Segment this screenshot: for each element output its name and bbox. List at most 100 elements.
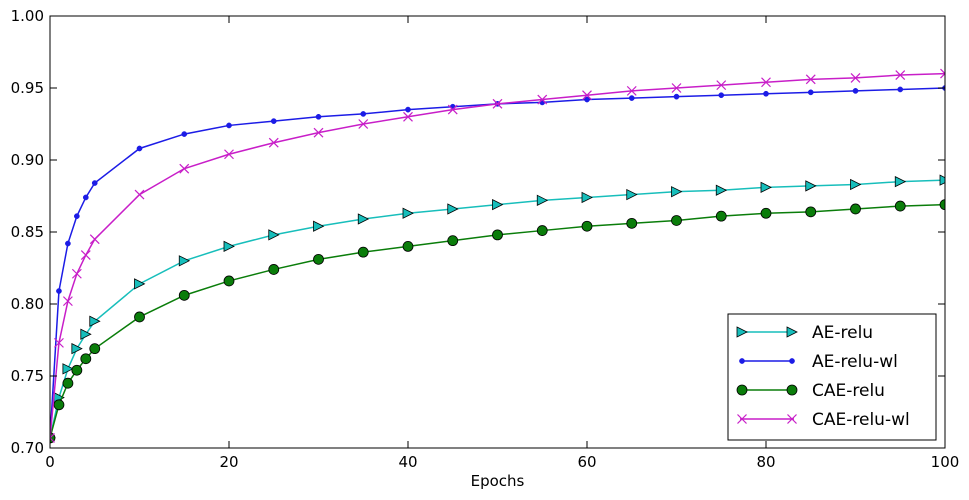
y-axis: 0.70 0.75 0.80 0.85 0.90 0.95 1.00 — [11, 7, 945, 457]
data-point-ae-relu — [894, 175, 907, 188]
data-point-cae-relu-wl — [54, 337, 64, 348]
data-point-cae-relu-wl-stroke — [805, 74, 816, 85]
data-point-cae-relu-wl-stroke — [761, 77, 771, 88]
legend-marker-ae-relu-wl — [739, 358, 745, 364]
x-tick-label: 60 — [577, 453, 596, 471]
legend-marker-cae-relu-wl — [787, 414, 797, 424]
data-point-cae-relu-wl — [761, 77, 771, 88]
data-point-ae-relu — [805, 180, 817, 192]
data-point-cae-relu-wl-stroke — [358, 119, 369, 129]
data-point-cae-relu-wl-stroke — [179, 163, 190, 174]
legend-label-ae-relu: AE-relu — [812, 323, 873, 343]
data-point-cae-relu — [223, 275, 235, 287]
data-point-cae-relu-wl — [940, 68, 945, 79]
data-point-cae-relu-wl — [80, 250, 91, 260]
data-point-ae-relu-wl — [270, 118, 277, 124]
data-point-cae-relu — [581, 220, 593, 232]
data-point-cae-relu-wl — [179, 163, 190, 174]
data-point-cae-relu — [89, 343, 101, 355]
x-tick-label: 20 — [219, 453, 238, 471]
data-point-ae-relu — [134, 278, 146, 290]
y-tick-label: 0.70 — [11, 439, 44, 457]
data-point-ae-relu — [536, 194, 549, 206]
legend-marker-ae-relu — [786, 326, 798, 338]
y-tick-label: 0.75 — [11, 367, 44, 385]
data-point-cae-relu-wl-stroke — [50, 437, 55, 443]
data-point-cae-relu — [805, 206, 817, 218]
data-point-cae-relu-wl — [447, 104, 458, 115]
data-point-cae-relu-wl-stroke — [895, 70, 906, 80]
data-point-cae-relu-wl — [582, 90, 592, 101]
data-point-cae-relu — [313, 253, 324, 265]
legend-marker-cae-relu — [736, 384, 748, 396]
data-point-cae-relu-wl-stroke — [80, 250, 91, 260]
data-point-cae-relu-wl — [313, 127, 324, 138]
data-point-cae-relu-wl-stroke — [582, 90, 592, 101]
data-point-cae-relu-wl — [805, 74, 816, 85]
plot-area — [50, 68, 945, 444]
legend-item-cae-relu: CAE-relu — [736, 381, 885, 401]
data-point-ae-relu — [62, 363, 74, 375]
data-point-ae-relu-wl — [852, 88, 859, 94]
data-point-cae-relu — [71, 364, 83, 376]
data-point-cae-relu — [447, 235, 459, 247]
data-point-ae-relu — [760, 181, 772, 194]
data-point-cae-relu-wl — [71, 268, 82, 279]
data-point-ae-relu — [939, 174, 945, 186]
data-point-cae-relu-wl — [492, 98, 503, 109]
data-point-ae-relu-wl — [315, 113, 322, 120]
data-point-ae-relu-wl — [74, 213, 80, 220]
data-point-ae-relu — [71, 342, 83, 355]
data-point-cae-relu-wl — [403, 111, 413, 122]
data-point-ae-relu — [80, 328, 92, 340]
data-point-cae-relu — [671, 215, 682, 226]
data-point-cae-relu — [134, 311, 145, 323]
data-point-cae-relu — [715, 210, 727, 222]
data-point-cae-relu — [80, 353, 92, 365]
data-point-cae-relu-wl-stroke — [268, 137, 279, 148]
data-point-cae-relu-wl-stroke — [716, 80, 727, 91]
data-point-ae-relu-wl — [673, 93, 680, 100]
data-point-cae-relu — [536, 225, 548, 236]
data-point-cae-relu-wl-stroke — [537, 94, 548, 105]
data-point-cae-relu-wl — [626, 85, 637, 96]
y-tick-label: 0.95 — [11, 79, 44, 97]
data-point-cae-relu-wl — [671, 83, 682, 93]
data-point-cae-relu — [626, 217, 638, 229]
data-point-cae-relu-wl — [358, 119, 369, 129]
data-point-ae-relu-wl — [807, 89, 814, 96]
data-point-cae-relu-wl — [89, 234, 100, 245]
data-point-cae-relu-wl-stroke — [54, 337, 64, 348]
data-point-cae-relu-wl-stroke — [940, 72, 945, 79]
legend-marker-cae-relu-wl-stroke — [737, 414, 747, 424]
data-point-ae-relu-wl — [136, 145, 143, 152]
x-tick-label: 80 — [756, 453, 775, 471]
x-tick-label: 100 — [931, 453, 960, 471]
data-point-ae-relu-wl — [56, 288, 62, 294]
data-point-cae-relu — [850, 203, 861, 215]
data-point-cae-relu-wl-stroke — [313, 127, 324, 138]
legend-label-ae-relu-wl: AE-relu-wl — [812, 352, 898, 372]
data-point-cae-relu-wl-stroke — [134, 189, 145, 200]
data-point-ae-relu — [89, 315, 101, 327]
data-point-cae-relu-wl-stroke — [850, 72, 861, 83]
y-tick-label: 0.85 — [11, 223, 44, 241]
data-point-cae-relu — [894, 200, 906, 212]
data-point-cae-relu — [760, 207, 772, 219]
y-tick-label: 0.90 — [11, 151, 44, 169]
data-point-cae-relu-wl — [716, 80, 727, 91]
data-point-ae-relu-wl — [226, 122, 232, 129]
data-point-ae-relu — [447, 203, 459, 215]
y-tick-label: 1.00 — [11, 7, 44, 25]
data-point-cae-relu — [50, 432, 56, 444]
x-axis-title: Epochs — [471, 472, 525, 490]
data-point-cae-relu-wl — [850, 72, 861, 83]
legend-label-cae-relu: CAE-relu — [812, 381, 885, 401]
data-point-ae-relu-wl — [763, 90, 769, 97]
data-point-ae-relu-wl — [65, 240, 71, 247]
data-point-cae-relu-wl-stroke — [224, 149, 234, 160]
data-point-cae-relu-wl-stroke — [62, 296, 73, 307]
data-point-ae-relu — [268, 229, 280, 241]
legend-item-cae-relu-wl: CAE-relu-wl — [737, 410, 910, 430]
